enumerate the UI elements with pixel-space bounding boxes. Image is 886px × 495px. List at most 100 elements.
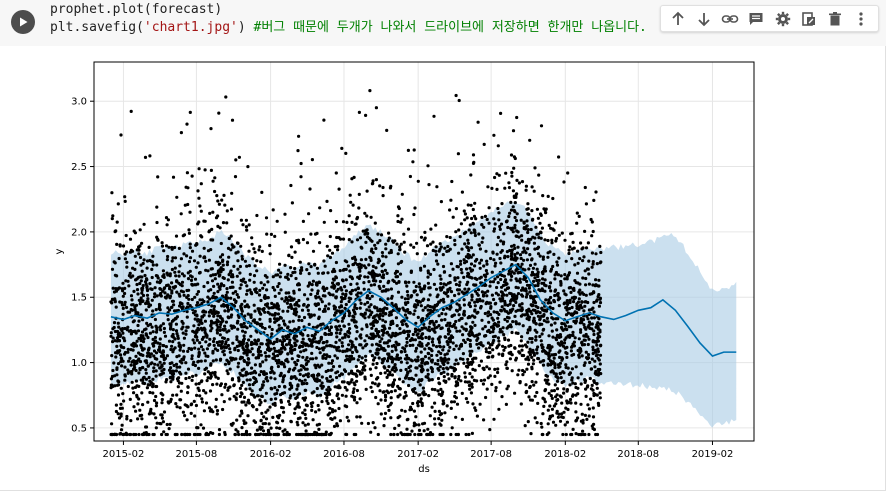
link-icon[interactable] bbox=[720, 9, 740, 29]
observed-point bbox=[498, 225, 501, 228]
observed-point bbox=[374, 396, 377, 399]
observed-point bbox=[239, 287, 242, 290]
observed-point bbox=[216, 341, 219, 344]
observed-point bbox=[152, 383, 155, 386]
observed-point bbox=[177, 270, 180, 273]
observed-point bbox=[243, 359, 246, 362]
delete-icon[interactable] bbox=[825, 9, 845, 29]
observed-point bbox=[322, 119, 325, 122]
arrow-up-icon[interactable] bbox=[668, 9, 688, 29]
more-icon[interactable] bbox=[851, 9, 871, 29]
observed-point bbox=[256, 429, 259, 432]
observed-point bbox=[597, 295, 600, 298]
observed-point bbox=[167, 318, 170, 321]
observed-point bbox=[455, 283, 458, 286]
observed-point bbox=[420, 351, 423, 354]
observed-point bbox=[131, 267, 134, 270]
observed-point bbox=[555, 399, 558, 402]
observed-point bbox=[126, 433, 129, 436]
observed-point bbox=[113, 321, 116, 324]
observed-point bbox=[193, 400, 196, 403]
observed-point bbox=[390, 297, 393, 300]
observed-point bbox=[428, 337, 431, 340]
observed-point bbox=[426, 369, 429, 372]
observed-point bbox=[587, 260, 590, 263]
arrow-down-icon[interactable] bbox=[694, 9, 714, 29]
observed-point bbox=[322, 348, 325, 351]
observed-point bbox=[492, 258, 495, 261]
observed-point bbox=[443, 411, 446, 414]
observed-point bbox=[215, 194, 218, 197]
observed-point bbox=[435, 245, 438, 248]
observed-point bbox=[358, 111, 361, 114]
observed-point bbox=[178, 275, 181, 278]
observed-point bbox=[469, 345, 472, 348]
observed-point bbox=[258, 318, 261, 321]
observed-point bbox=[381, 255, 384, 258]
observed-point bbox=[518, 303, 521, 306]
observed-point bbox=[173, 271, 176, 274]
observed-point bbox=[117, 393, 120, 396]
observed-point bbox=[231, 281, 234, 284]
observed-point bbox=[350, 221, 353, 224]
observed-point bbox=[574, 402, 577, 405]
observed-point bbox=[245, 433, 248, 436]
observed-point bbox=[406, 330, 409, 333]
observed-point bbox=[132, 290, 135, 293]
observed-point bbox=[560, 274, 563, 277]
observed-point bbox=[273, 235, 276, 238]
run-cell-button[interactable] bbox=[11, 10, 35, 34]
observed-point bbox=[543, 350, 546, 353]
gear-icon[interactable] bbox=[773, 9, 793, 29]
observed-point bbox=[407, 357, 410, 360]
observed-point bbox=[163, 362, 166, 365]
observed-point bbox=[189, 246, 192, 249]
observed-point bbox=[278, 324, 281, 327]
observed-point bbox=[483, 274, 486, 277]
observed-point bbox=[493, 310, 496, 313]
observed-point bbox=[219, 384, 222, 387]
observed-point bbox=[237, 379, 240, 382]
observed-point bbox=[468, 228, 471, 231]
observed-point bbox=[564, 324, 567, 327]
observed-point bbox=[310, 352, 313, 355]
observed-point bbox=[450, 262, 453, 265]
observed-point bbox=[205, 354, 208, 357]
observed-point bbox=[471, 375, 474, 378]
observed-point bbox=[262, 415, 265, 418]
observed-point bbox=[246, 289, 249, 292]
observed-point bbox=[364, 258, 367, 261]
observed-point bbox=[203, 255, 206, 258]
observed-point bbox=[259, 401, 262, 404]
observed-point bbox=[330, 285, 333, 288]
observed-point bbox=[322, 259, 325, 262]
comment-icon[interactable] bbox=[746, 9, 766, 29]
observed-point bbox=[293, 267, 296, 270]
observed-point bbox=[565, 336, 568, 339]
mirror-cell-icon[interactable] bbox=[799, 9, 819, 29]
observed-point bbox=[182, 290, 185, 293]
observed-point bbox=[175, 235, 178, 238]
observed-point bbox=[431, 388, 434, 391]
observed-point bbox=[327, 307, 330, 310]
observed-point bbox=[130, 294, 133, 297]
observed-point bbox=[394, 348, 397, 351]
observed-point bbox=[197, 348, 200, 351]
observed-point bbox=[551, 307, 554, 310]
observed-point bbox=[546, 433, 549, 436]
observed-point bbox=[230, 286, 233, 289]
observed-point bbox=[307, 304, 310, 307]
observed-point bbox=[333, 354, 336, 357]
observed-point bbox=[265, 392, 268, 395]
observed-point bbox=[416, 252, 419, 255]
observed-point bbox=[499, 261, 502, 264]
observed-point bbox=[152, 345, 155, 348]
observed-point bbox=[391, 279, 394, 282]
observed-point bbox=[191, 330, 194, 333]
observed-point bbox=[213, 292, 216, 295]
observed-point bbox=[231, 275, 234, 278]
observed-point bbox=[544, 388, 547, 391]
observed-point bbox=[477, 346, 480, 349]
observed-point bbox=[524, 383, 527, 386]
observed-point bbox=[533, 354, 536, 357]
